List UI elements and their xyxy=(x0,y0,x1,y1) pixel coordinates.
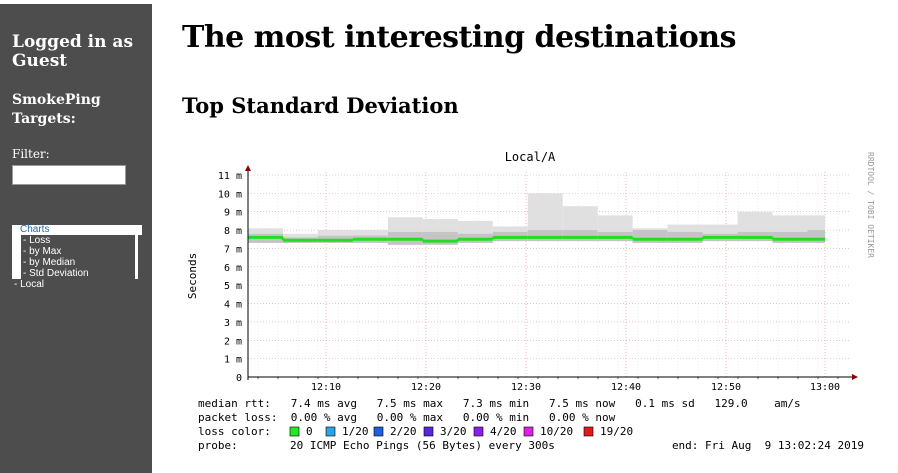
legend-probe: 20 ICMP Echo Pings (56 Bytes) every 300s xyxy=(290,439,555,452)
smoke-band-dark xyxy=(422,231,458,245)
y-axis-label: Seconds xyxy=(186,253,199,299)
section-title: Top Standard Deviation xyxy=(182,93,459,118)
smoke-band-dark xyxy=(667,231,703,243)
login-status: Logged in as Guest xyxy=(12,32,134,71)
y-tick-labels: 0 1 m 2 m 3 m 4 m 5 m 6 m 7 m 8 m 9 m 10 m 11 m xyxy=(218,171,242,384)
axes xyxy=(245,165,858,380)
loss-color-swatch xyxy=(289,426,300,437)
latency-graph[interactable]: 0 1 m 2 m 3 m 4 m 5 m 6 m 7 m 8 m 9 m 10 m 11 m 12:… xyxy=(180,140,890,460)
loss-color-swatch xyxy=(423,426,434,437)
loss-color-swatches: 0 1/20 2/20 3/20 4/20 10/20 19/20 xyxy=(289,425,633,438)
x-axis-arrow xyxy=(852,374,858,380)
loss-color-label: 3/20 xyxy=(440,425,467,438)
smoke-band-dark xyxy=(632,230,668,243)
x-tick-label: 12:20 xyxy=(411,382,441,393)
filter-input[interactable] xyxy=(12,165,126,185)
menu-item-by-max[interactable]: - by Max xyxy=(23,246,62,257)
legend: median rtt: 7.4 ms avg 7.5 ms max 7.3 ms… xyxy=(198,397,864,452)
legend-probe-label: probe: xyxy=(198,439,238,452)
loss-color-label: 0 xyxy=(306,425,313,438)
loss-color-label: 10/20 xyxy=(540,425,573,438)
legend-median-rtt: median rtt: 7.4 ms avg 7.5 ms max 7.3 ms… xyxy=(198,397,801,410)
y-tick-label: 5 m xyxy=(224,281,242,292)
y-tick-label: 8 m xyxy=(224,226,242,237)
menu-item-charts[interactable]: Charts xyxy=(12,224,142,235)
y-tick-label: 3 m xyxy=(224,318,242,329)
y-tick-label: 1 m xyxy=(224,355,242,366)
loss-color-label: 2/20 xyxy=(390,425,417,438)
loss-color-label: 1/20 xyxy=(342,425,369,438)
y-tick-label: 10 m xyxy=(218,189,242,200)
loss-color-swatch xyxy=(583,426,594,437)
menu-item-loss[interactable]: - Loss xyxy=(23,235,51,246)
filter-label: Filter: xyxy=(12,147,50,161)
y-tick-label: 0 xyxy=(236,373,242,384)
x-tick-labels: 12:10 12:20 12:30 12:40 12:50 13:00 xyxy=(311,382,840,393)
x-tick-label: 12:40 xyxy=(611,382,641,393)
legend-end-time: end: Fri Aug 9 13:02:24 2019 xyxy=(672,439,864,452)
menu-item-charts-label: Charts xyxy=(20,224,50,235)
smoke-band-dark xyxy=(562,230,598,242)
targets-heading: SmokePing Targets: xyxy=(12,92,101,127)
loss-color-swatch xyxy=(325,426,336,437)
y-tick-label: 9 m xyxy=(224,208,242,219)
loss-color-label: 19/20 xyxy=(600,425,633,438)
y-tick-label: 4 m xyxy=(224,300,242,311)
menu-item-by-median[interactable]: - by Median xyxy=(23,257,76,268)
loss-color-swatch xyxy=(373,426,384,437)
x-tick-label: 13:00 xyxy=(810,382,840,393)
target-menu: Charts - Loss - by Max - by Median - Std… xyxy=(12,224,142,290)
watermark: RRDTOOL / TOBI OETIKER xyxy=(866,152,875,258)
y-axis-arrow xyxy=(245,165,251,171)
x-tick-label: 12:30 xyxy=(511,382,541,393)
page-title: The most interesting destinations xyxy=(182,20,736,55)
sidebar: Logged in as Guest SmokePing Targets: Fi… xyxy=(0,4,152,473)
y-tick-label: 7 m xyxy=(224,244,242,255)
loss-color-label: 4/20 xyxy=(490,425,517,438)
y-tick-label: 6 m xyxy=(224,263,242,274)
smoke-band-dark xyxy=(807,230,825,243)
menu-item-local[interactable]: - Local xyxy=(14,279,45,290)
legend-packet-loss: packet loss: 0.00 % avg 0.00 % max 0.00 … xyxy=(198,411,616,424)
chart-title: Local/A xyxy=(505,150,556,164)
smoke-band-dark xyxy=(772,231,808,243)
median-line xyxy=(248,235,825,243)
legend-loss-color-label: loss color: xyxy=(198,425,271,438)
smoke-band-dark xyxy=(527,230,563,242)
loss-color-swatch xyxy=(473,426,484,437)
x-tick-label: 12:50 xyxy=(711,382,741,393)
menu-item-std-deviation[interactable]: - Std Deviation xyxy=(23,268,89,279)
y-tick-label: 11 m xyxy=(218,171,242,182)
x-tick-label: 12:10 xyxy=(311,382,341,393)
y-tick-label: 2 m xyxy=(224,336,242,347)
loss-color-swatch xyxy=(523,426,534,437)
